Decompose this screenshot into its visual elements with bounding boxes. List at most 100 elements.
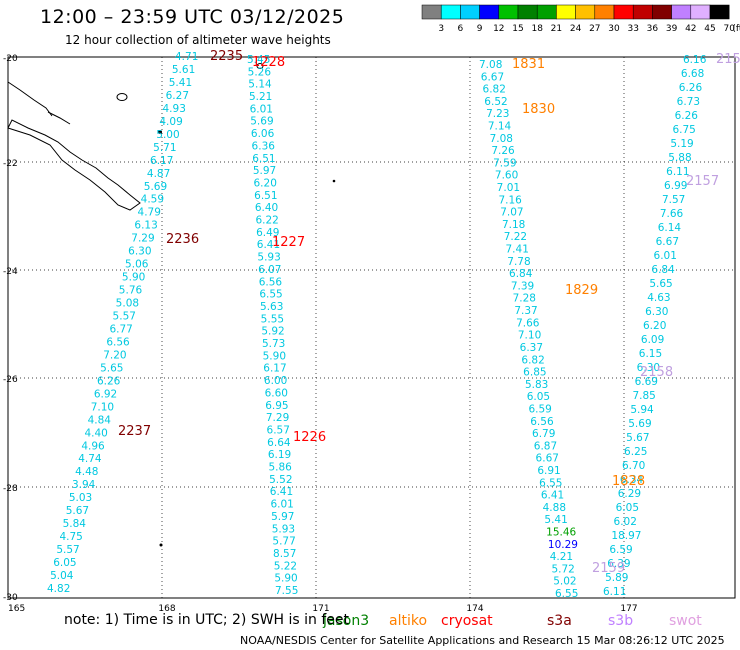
wave-height-value: 7.08 [490,133,513,145]
wave-height-value: 6.56 [259,276,283,288]
wave-height-value: 5.83 [525,379,548,391]
wave-height-value: 5.69 [628,418,651,430]
wave-height-value: 6.07 [258,264,281,276]
wave-height-value: 5.94 [630,404,654,416]
pass-time-label: 1831 [512,57,545,72]
wave-height-value: 5.73 [262,338,285,350]
colorbar-tick-label: 21 [551,24,562,34]
wave-height-value: 6.09 [641,334,664,346]
coastline-islet [47,111,71,125]
wave-height-value: 6.67 [536,453,559,465]
wave-height-value: 4.75 [59,531,82,543]
wave-height-value: 6.52 [484,96,507,108]
wave-height-value: 5.57 [56,544,79,556]
pass-time-label: 1830 [522,102,555,117]
wave-height-value: 6.56 [106,336,130,348]
wave-height-value: 6.11 [666,166,689,178]
wave-height-value: 6.87 [534,440,557,452]
wave-height-value: 6.34 [620,474,644,486]
wave-height-value: 5.63 [260,301,283,313]
island-marker [256,63,264,69]
wave-height-value: 5.21 [249,91,272,103]
wave-height-value: 6.51 [254,190,277,202]
island-marker [116,93,128,101]
wave-height-value: 6.37 [520,342,543,354]
wave-height-value: 5.00 [156,129,179,141]
wave-height-value: 7.07 [500,207,523,219]
wave-height-value: 18.97 [611,530,641,542]
wave-height-value: 5.57 [113,311,136,323]
colorbar-tick-label: 39 [666,24,678,34]
wave-height-value: 6.11 [603,586,626,598]
wave-height-value: 5.08 [116,298,139,310]
wave-height-value: 5.67 [626,432,649,444]
wave-height-value: 6.69 [635,376,658,388]
pass-time-label: 2158 [640,365,673,380]
wave-height-value: 5.03 [69,492,92,504]
lat-label: -26 [3,375,18,385]
pass-time-label: 2236 [166,232,199,247]
colorbar-tick-label: 30 [608,24,620,34]
wave-height-value: 6.05 [616,502,639,514]
colorbar-tick-label: 24 [570,24,582,34]
wave-height-value: 6.84 [651,264,675,276]
colorbar-tick-label: 42 [685,24,696,34]
satellite-legend-item: s3a [547,613,572,629]
pass-time-label: 1227 [272,235,305,250]
lon-label: 171 [312,604,329,614]
wave-height-value: 6.05 [53,557,76,569]
wave-height-value: 6.06 [251,128,275,140]
island-marker [332,179,336,183]
lat-label: -30 [3,593,18,603]
wave-height-value: 7.23 [486,108,509,120]
wave-height-value: 5.22 [274,560,297,572]
pass-time-label: 215 [716,52,740,67]
wave-height-value: 7.59 [493,157,516,169]
wave-height-value: 6.57 [267,424,290,436]
wave-height-value: 7.57 [662,194,685,206]
satellite-legend-item: swot [669,613,702,629]
wave-height-value: 5.26 [248,66,272,78]
wave-height-value: 7.10 [91,401,114,413]
wave-height-value: 5.97 [271,511,294,523]
coastline-new-caledonia [7,119,141,211]
wave-height-value: 6.73 [677,96,700,108]
colorbar-tick-label: 3 [438,24,444,34]
wave-height-value: 6.26 [675,110,699,122]
wave-height-value: 5.76 [119,285,143,297]
wave-height-value: 5.65 [100,362,123,374]
wave-height-value: 6.26 [97,375,121,387]
colorbar-unit: (ft) [732,24,740,34]
colorbar-tick-label: 15 [512,24,523,34]
wave-height-value: 6.55 [555,588,578,600]
wave-height-value: 7.29 [266,412,289,424]
colorbar-tick-label: 45 [704,24,715,34]
wave-height-value: 4.71 [175,51,198,63]
wave-height-value: 5.52 [269,474,292,486]
wave-height-value: 7.22 [504,231,527,243]
wave-height-value: 6.25 [624,446,647,458]
wave-height-value: 5.97 [253,165,276,177]
wave-height-value: 6.77 [109,323,132,335]
wave-height-value: 5.67 [66,505,89,517]
wave-height-value: 6.41 [541,490,564,502]
wave-height-value: 5.71 [153,142,176,154]
wave-height-value: 6.16 [683,54,707,66]
wave-height-value: 6.01 [270,499,293,511]
pass-time-label: 1226 [293,430,326,445]
wave-height-value: 6.36 [252,140,276,152]
wave-height-value: 5.45 [247,54,270,66]
pass-time-label: 2237 [118,424,151,439]
pass-time-label: 2235 [210,49,243,64]
wave-height-value: 6.13 [134,220,157,232]
wave-height-value: 7.14 [488,121,512,133]
wave-height-value: 6.29 [618,488,641,500]
wave-height-value: 7.41 [506,244,529,256]
wave-height-value: 6.68 [681,68,704,80]
wave-height-value: 5.41 [169,77,192,89]
lat-label: -24 [3,267,18,277]
wave-height-value: 7.60 [495,170,518,182]
wave-height-value: 7.29 [131,233,154,245]
wave-height-value: 6.49 [256,227,279,239]
wave-height-value: 6.92 [94,388,117,400]
